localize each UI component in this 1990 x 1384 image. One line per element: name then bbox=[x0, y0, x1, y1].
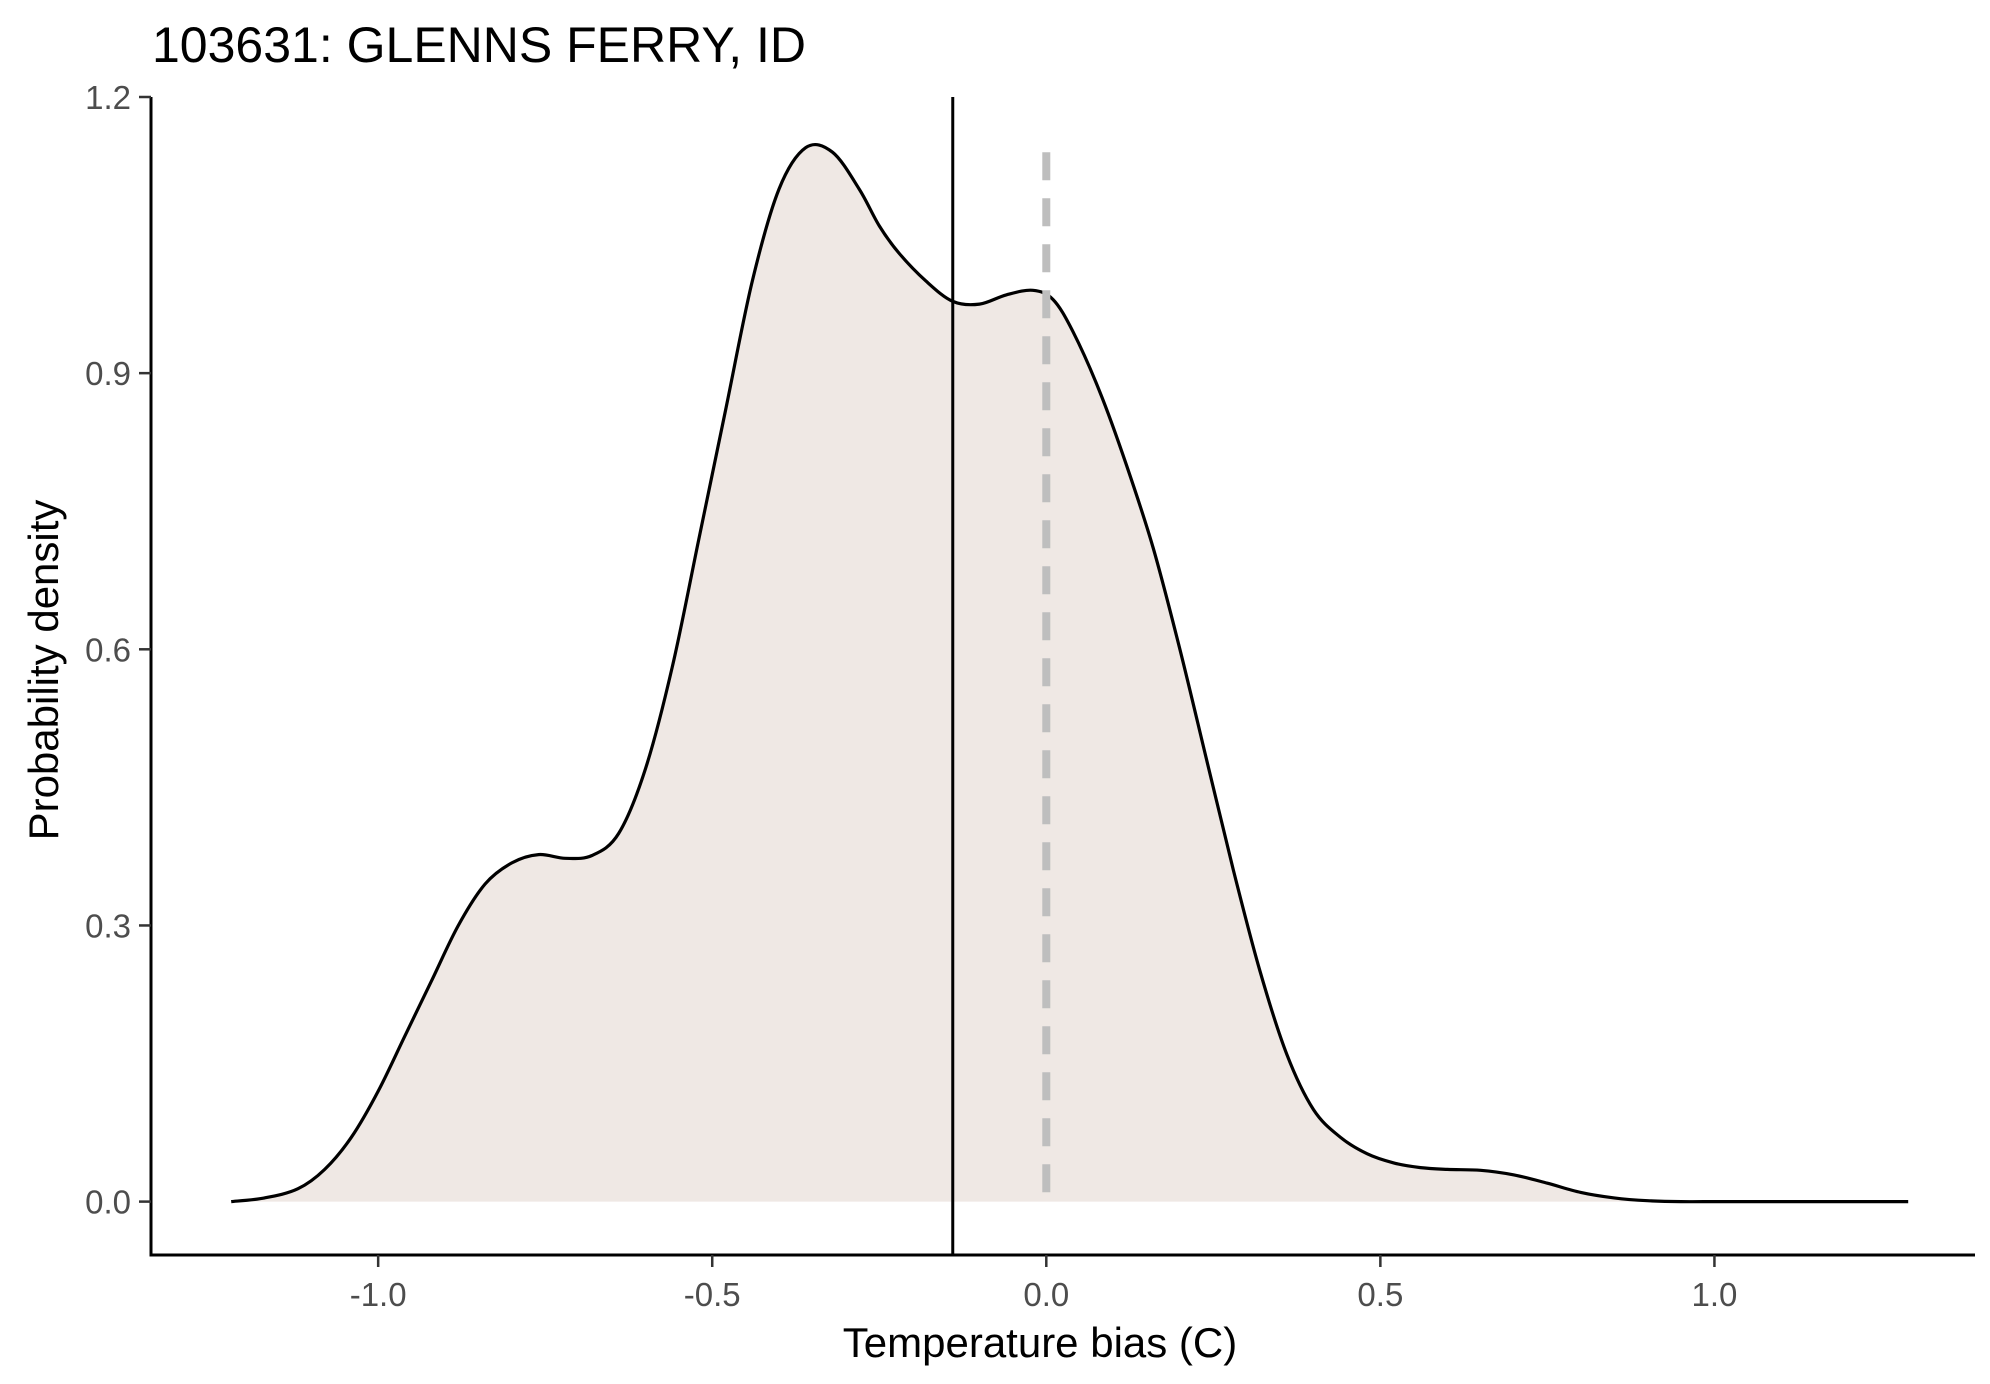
chart-title: 103631: GLENNS FERRY, ID bbox=[152, 17, 806, 73]
y-tick-label: 1.2 bbox=[85, 79, 131, 116]
density-curve-0 bbox=[231, 142, 1909, 1204]
density-area-0 bbox=[231, 144, 1909, 1202]
x-tick-label: 0.5 bbox=[1357, 1276, 1403, 1313]
x-tick-label: 0.0 bbox=[1023, 1276, 1069, 1313]
x-axis-title: Temperature bias (C) bbox=[843, 1319, 1237, 1366]
y-axis-title: Probability density bbox=[20, 500, 67, 841]
plot-area bbox=[231, 97, 1909, 1255]
x-tick-label: -0.5 bbox=[684, 1276, 741, 1313]
axes: -1.0 -0.5 0.0 0.5 1.0 0.0 0.3 0.6 0.9 1.2 bbox=[85, 79, 1975, 1313]
y-tick-label: 0.9 bbox=[85, 355, 131, 392]
y-tick-label: 0.0 bbox=[85, 1184, 131, 1221]
x-tick-label: -1.0 bbox=[350, 1276, 407, 1313]
y-tick-label: 0.3 bbox=[85, 907, 131, 944]
x-tick-label: 1.0 bbox=[1691, 1276, 1737, 1313]
y-tick-label: 0.6 bbox=[85, 631, 131, 668]
